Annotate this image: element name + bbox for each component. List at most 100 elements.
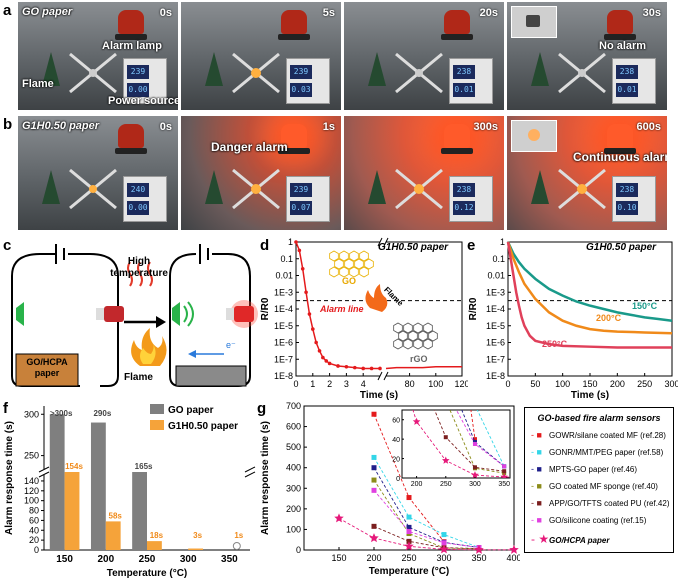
- y-tick-label: 140: [24, 476, 39, 486]
- y-tick-label: 0: [34, 545, 39, 555]
- x-tick-label: 250: [139, 554, 156, 565]
- axis-break-mark: [244, 466, 256, 473]
- curve-label-250: 250°C: [542, 339, 568, 349]
- go-hcpa-paper-icon: [15, 353, 79, 387]
- inset-x-tick-label: 200: [411, 481, 423, 488]
- time-label: 600s: [636, 121, 661, 133]
- hexagon: [418, 330, 428, 342]
- data-point: [294, 240, 298, 244]
- y-tick-label: 300: [286, 483, 301, 493]
- y-tick-label: 1: [288, 237, 293, 247]
- data-point-star: [369, 533, 379, 543]
- x-tick-label: 0: [293, 379, 298, 389]
- current-readout: 0.12: [453, 201, 475, 215]
- data-point-star: [439, 544, 449, 554]
- inset-photo: [511, 120, 557, 152]
- legend-item: - ■ GONR/MMT/PEG paper (ref.58): [531, 447, 663, 457]
- photo-frame-a3: 238 0.01 20s: [344, 2, 504, 110]
- legend-item: - ★GO/HCPA paper: [531, 532, 609, 546]
- series-line: [385, 366, 462, 370]
- bar: [64, 472, 80, 550]
- inset-point: [472, 442, 477, 446]
- voltage-readout: 239: [290, 183, 312, 197]
- inset-point: [473, 403, 477, 407]
- legend-item-label: APP/GO/TFTS coated PU (ref.42): [549, 499, 670, 508]
- sample-clamp: [555, 50, 609, 96]
- tree-decoration: [42, 52, 60, 86]
- series-line: [373, 525, 480, 550]
- legend-swatch: [150, 420, 164, 430]
- speaker-icon: [16, 302, 24, 326]
- y-axis-label: Alarm response time (s): [260, 421, 271, 535]
- hexagon: [339, 266, 349, 278]
- x-axis-label: Temperature (°C): [107, 568, 188, 579]
- data-point-star: [509, 544, 519, 554]
- legend-item-label: GO/HCPA paper: [549, 536, 610, 545]
- bar-value-label: 290s: [93, 409, 111, 418]
- inset-plot: [412, 403, 510, 478]
- time-label: 0s: [159, 121, 172, 133]
- alarm-lamp-lit: [441, 124, 473, 154]
- legend-square-icon: - ■: [531, 430, 542, 440]
- alarm-lamp: [115, 10, 147, 40]
- axis-break-mark: [38, 471, 50, 478]
- inset-series-line: [412, 410, 510, 478]
- voltage-readout: 240: [127, 183, 149, 197]
- panel-label-b: b: [3, 116, 13, 133]
- x-tick-label: 200: [366, 553, 381, 563]
- time-label: 1s: [322, 121, 335, 133]
- x-tick-label: 350: [221, 554, 238, 565]
- series-line: [373, 457, 480, 548]
- data-point: [371, 477, 377, 483]
- power-source: 238 0.01: [449, 58, 493, 104]
- voltage-readout: 238: [453, 65, 475, 79]
- power-source: 239 0.03: [286, 58, 330, 104]
- alarm-lamp: [278, 10, 310, 40]
- sample-label: G1H0.50 paper: [22, 120, 100, 132]
- legend-item-label: GOWR/silane coated MF (ref.28): [549, 431, 666, 440]
- photo-frame-a1: 239 0.00 GO paper 0s Alarm lamp Flame Po…: [18, 2, 178, 110]
- sample-clamp: [392, 50, 446, 96]
- legend-square-icon: - ■: [531, 447, 542, 457]
- data-point: [406, 514, 412, 520]
- legend-item: - ■ GO coated MF sponge (ref.40): [531, 481, 658, 491]
- heat-waves-icon: [127, 261, 153, 287]
- y-tick-label: 1E-6: [486, 338, 505, 348]
- annot-alarm-line: Alarm line: [320, 304, 364, 314]
- hexagon: [339, 250, 349, 262]
- high-temperature-label: High temperature: [110, 256, 168, 279]
- hexagon: [354, 258, 364, 270]
- bar: [49, 414, 65, 550]
- chart-d: 1 0.1 0.01 1E-3 1E-4 1E-5 1E-6 1E-7 1E-80 1 2 3 4 80 1…: [260, 237, 468, 400]
- circuit-before: [11, 244, 124, 387]
- data-point: [307, 312, 312, 316]
- tree-decoration: [42, 170, 60, 204]
- alarm-lamp: [115, 124, 147, 154]
- hexagon: [349, 250, 359, 262]
- sample-label: GO paper: [22, 6, 73, 18]
- axis-break-mark: [383, 237, 389, 247]
- y-tick-label: 0.1: [280, 254, 293, 264]
- hexagon: [423, 322, 433, 334]
- flame-icon: [365, 284, 388, 312]
- panel-label-f: f: [3, 400, 8, 417]
- legend-item: - ■ GOWR/silane coated MF (ref.28): [531, 430, 666, 440]
- tree-decoration: [368, 52, 386, 86]
- y-tick-label: 250: [24, 451, 39, 461]
- hexagon: [403, 322, 413, 334]
- data-point: [369, 366, 374, 371]
- axis-break-mark: [377, 371, 383, 381]
- data-point: [371, 411, 377, 417]
- y-tick-label: 100: [24, 496, 39, 506]
- inset-point-star: [500, 473, 508, 478]
- y-tick-label: 1E-6: [274, 338, 293, 348]
- x-tick-label: 150: [331, 553, 346, 563]
- x-tick-label: 120: [454, 379, 468, 389]
- data-point: [327, 361, 332, 366]
- y-tick-label: 500: [286, 442, 301, 452]
- x-tick-label: 80: [405, 379, 415, 389]
- alarm-lamp: [441, 10, 473, 40]
- legend-swatch: [150, 404, 164, 414]
- current-readout: 0.01: [453, 83, 475, 97]
